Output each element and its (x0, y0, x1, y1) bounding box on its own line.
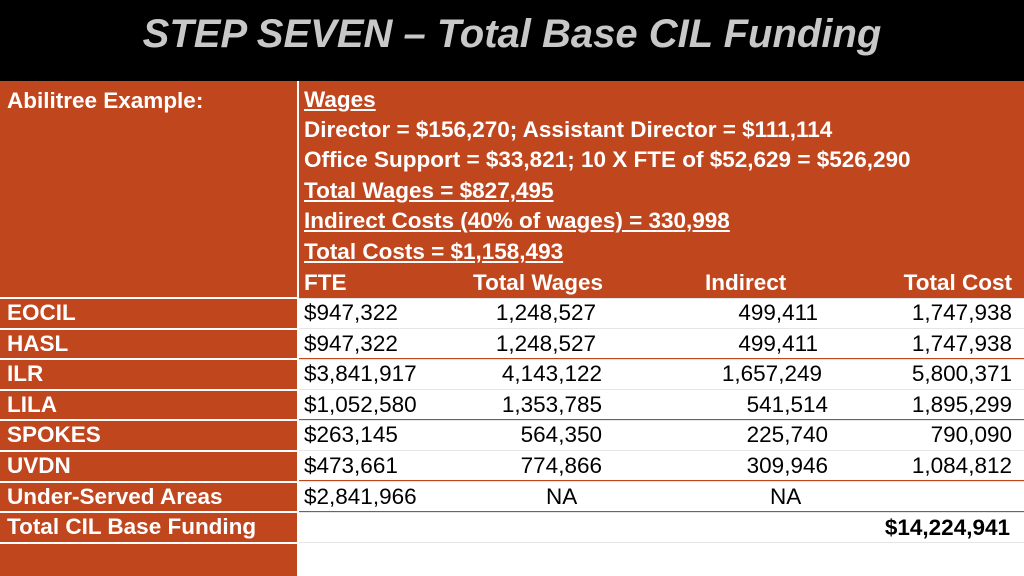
cell-indirect: NA (770, 484, 802, 509)
table-row (298, 389, 1024, 419)
row-divider (0, 450, 298, 452)
row-label: LILA (0, 390, 298, 420)
cell-total-wages: 774,866 (520, 453, 602, 478)
cell-total-wages: 564,350 (520, 422, 602, 447)
cell-fte: $473,661 (304, 453, 398, 478)
cell-total-cost: 1,747,938 (911, 331, 1012, 356)
cell-total-cost: 1,747,938 (911, 300, 1012, 325)
header-label: Abilitree Example: (0, 86, 298, 116)
cell-fte: $263,145 (304, 422, 398, 447)
column-divider (297, 81, 299, 576)
row-label: Under-Served Areas (0, 482, 298, 512)
wages-heading: Wages (304, 87, 376, 112)
slide-title: STEP SEVEN – Total Base CIL Funding (142, 12, 882, 56)
row-divider (0, 419, 298, 421)
table-row (298, 359, 1024, 389)
row-label: SPOKES (0, 420, 298, 450)
cell-indirect: 541,514 (746, 392, 828, 417)
row-divider (0, 511, 298, 513)
cell-indirect: 499,411 (738, 300, 818, 325)
cell-fte: $947,322 (304, 331, 398, 356)
table-row (298, 450, 1024, 480)
cell-indirect: 225,740 (746, 422, 828, 447)
wages-line-total-costs: Total Costs = $1,158,493 (304, 239, 564, 264)
row-divider (0, 358, 298, 360)
row-divider (0, 481, 298, 483)
cell-total-wages: 1,353,785 (501, 392, 602, 417)
table-row (298, 298, 1024, 328)
cell-indirect: 499,411 (738, 331, 818, 356)
column-header-total-cost: Total Cost (903, 270, 1012, 295)
column-header-indirect: Indirect (705, 270, 787, 295)
row-divider (0, 328, 298, 330)
table-row (298, 420, 1024, 450)
table-row (298, 542, 1024, 576)
cell-total-cost: 5,800,371 (911, 361, 1012, 386)
row-label: HASL (0, 329, 298, 359)
cell-indirect: 309,946 (746, 453, 828, 478)
cell-total-cost: 1,084,812 (911, 453, 1012, 478)
cell-total-wages: 1,248,527 (495, 331, 596, 356)
row-label: EOCIL (0, 298, 298, 328)
row-divider (0, 389, 298, 391)
total-label: Total CIL Base Funding (0, 512, 298, 542)
row-divider (0, 297, 298, 299)
total-value: $14,224,941 (884, 515, 1010, 540)
cell-fte: $3,841,917 (304, 361, 417, 386)
table-row (298, 328, 1024, 358)
column-header-fte: FTE (304, 270, 347, 295)
cell-fte: $2,841,966 (304, 484, 417, 509)
cell-total-cost: 1,895,299 (911, 392, 1012, 417)
wages-line-indirect: Indirect Costs (40% of wages) = 330,998 (304, 208, 730, 233)
cell-total-wages: 4,143,122 (501, 361, 602, 386)
row-label: ILR (0, 359, 298, 389)
cell-fte: $1,052,580 (304, 392, 417, 417)
cell-fte: $947,322 (304, 300, 398, 325)
wages-line-director: Director = $156,270; Assistant Director … (304, 117, 833, 142)
cell-total-wages: NA (546, 484, 578, 509)
wages-line-office-support: Office Support = $33,821; 10 X FTE of $5… (304, 147, 911, 172)
cell-total-wages: 1,248,527 (495, 300, 596, 325)
table-row (298, 481, 1024, 511)
row-divider (0, 542, 298, 544)
table-row (298, 512, 1024, 542)
wages-line-total-wages: Total Wages = $827,495 (304, 178, 554, 203)
cell-indirect: 1,657,249 (721, 361, 822, 386)
row-label: UVDN (0, 451, 298, 481)
column-header-total-wages: Total Wages (473, 270, 604, 295)
cell-total-cost: 790,090 (930, 422, 1012, 447)
